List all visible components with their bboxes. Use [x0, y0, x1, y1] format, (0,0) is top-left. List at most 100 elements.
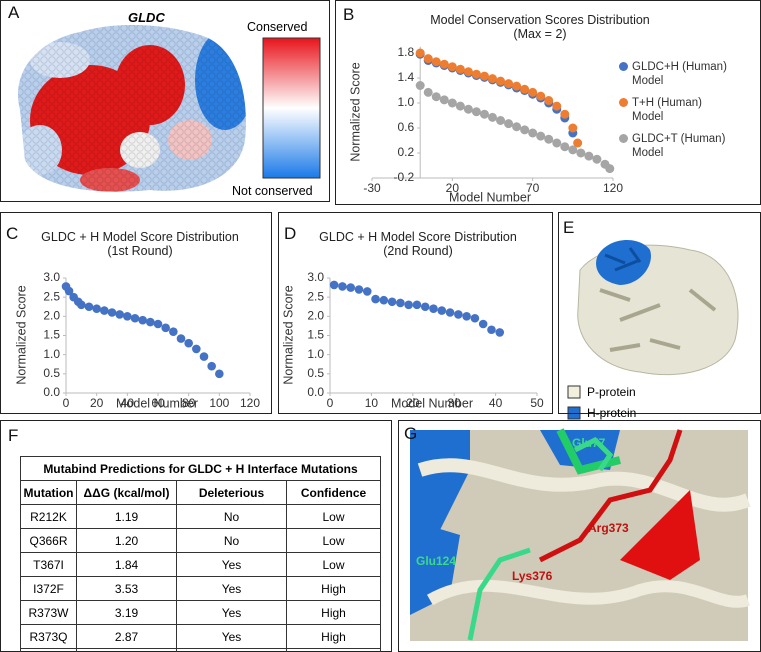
panel-label: E	[563, 218, 575, 237]
table-cell: 3.53	[76, 576, 177, 601]
data-point	[431, 57, 441, 67]
data-point	[455, 101, 465, 111]
data-point	[439, 95, 449, 105]
data-point	[463, 67, 473, 77]
y-axis-title: Normalized Score	[14, 285, 28, 384]
data-point	[536, 91, 546, 101]
data-point	[387, 297, 397, 307]
table-cell: 2.15	[76, 648, 177, 652]
table-cell: K376E	[20, 648, 77, 652]
structure-closeup-image	[410, 428, 751, 641]
y-tick-label: 0.5	[307, 366, 324, 380]
data-point	[115, 310, 124, 319]
y-tick-label: 1.4	[398, 70, 415, 84]
table-cell: 2.87	[76, 624, 177, 649]
table-cell: R212K	[20, 504, 77, 529]
table-cell: Yes	[176, 600, 287, 625]
x-tick-label: 20	[446, 181, 460, 195]
y-tick-label: 0.2	[398, 145, 415, 159]
x-tick-label: 0	[63, 396, 70, 410]
data-point	[447, 98, 457, 108]
y-tick-label: 2.5	[43, 289, 60, 303]
table-header: Confidence	[286, 480, 381, 505]
x-tick-label: 70	[526, 181, 540, 195]
data-point	[536, 131, 546, 141]
data-point	[415, 48, 425, 58]
y-tick-label: 1.5	[43, 328, 60, 342]
data-point	[560, 109, 570, 119]
data-point	[447, 62, 457, 72]
data-point	[573, 138, 583, 148]
data-point	[192, 344, 201, 354]
data-point	[463, 104, 473, 114]
data-point	[495, 328, 505, 337]
data-point	[445, 308, 455, 317]
x-tick-label: 40	[489, 396, 503, 410]
x-tick-label: 20	[406, 396, 420, 410]
data-point	[437, 306, 447, 315]
legend-entry: GLDC+H (Human) Model	[619, 60, 732, 88]
data-point	[429, 304, 438, 313]
data-point	[371, 294, 380, 304]
x-tick-label: 40	[121, 396, 135, 410]
data-point	[512, 81, 522, 91]
x-tick-label: 0	[327, 396, 334, 410]
legend-marker	[619, 98, 628, 107]
data-point	[354, 285, 364, 294]
data-point	[568, 123, 578, 133]
data-point	[199, 352, 209, 361]
scale-label: Conserved	[247, 20, 308, 34]
data-point	[146, 317, 155, 327]
table-header: Mutation	[20, 480, 77, 505]
x-tick-label: 20	[90, 396, 104, 410]
data-point	[92, 304, 101, 313]
y-axis-title: Normalized Score	[281, 285, 295, 384]
data-point	[176, 334, 186, 343]
panel-label: F	[8, 426, 19, 445]
data-point	[488, 112, 497, 122]
data-point	[412, 300, 422, 310]
data-point	[169, 327, 178, 336]
data-point	[84, 302, 94, 312]
table-header: ΔΔG (kcal/mol)	[76, 480, 177, 505]
table-header: Deleterious	[176, 480, 287, 505]
data-point	[77, 300, 86, 310]
y-tick-label: 0.5	[43, 366, 60, 380]
panel-label: B	[343, 5, 355, 24]
data-point	[605, 164, 615, 174]
data-point	[504, 119, 514, 129]
data-point	[471, 69, 481, 79]
y-tick-label: 2.0	[307, 309, 324, 323]
table-cell: 1.84	[76, 552, 177, 577]
table-cell: Low	[286, 528, 381, 553]
data-point	[544, 134, 554, 144]
table-cell: Yes	[176, 576, 287, 601]
legend-entry: T+H (Human) Model	[619, 96, 732, 124]
residue-label: Glu124	[416, 554, 457, 568]
panel-frame	[398, 420, 761, 652]
y-tick-label: 2.0	[43, 309, 60, 323]
table-cell: Yes	[176, 648, 287, 652]
data-point	[504, 79, 514, 89]
y-tick-label: 0.0	[307, 385, 324, 399]
data-point	[576, 148, 586, 158]
data-point	[544, 96, 554, 105]
data-point	[470, 313, 480, 323]
data-point	[415, 81, 425, 90]
table-cell: High	[286, 624, 381, 649]
table-cell: No	[176, 528, 287, 553]
data-point	[454, 310, 463, 319]
legend-label: H-protein	[587, 406, 637, 420]
data-point	[161, 323, 170, 333]
data-point	[462, 312, 471, 321]
x-tick-label: 30	[448, 396, 462, 410]
table-cell: Low	[286, 504, 381, 529]
x-tick-label: 50	[530, 396, 544, 410]
table-cell: 1.20	[76, 528, 177, 553]
data-point	[512, 122, 522, 132]
panel-frame	[278, 212, 553, 414]
residue-label: Lys376	[512, 569, 553, 583]
data-point	[496, 116, 506, 125]
scale-label: Not conserved	[232, 184, 313, 198]
